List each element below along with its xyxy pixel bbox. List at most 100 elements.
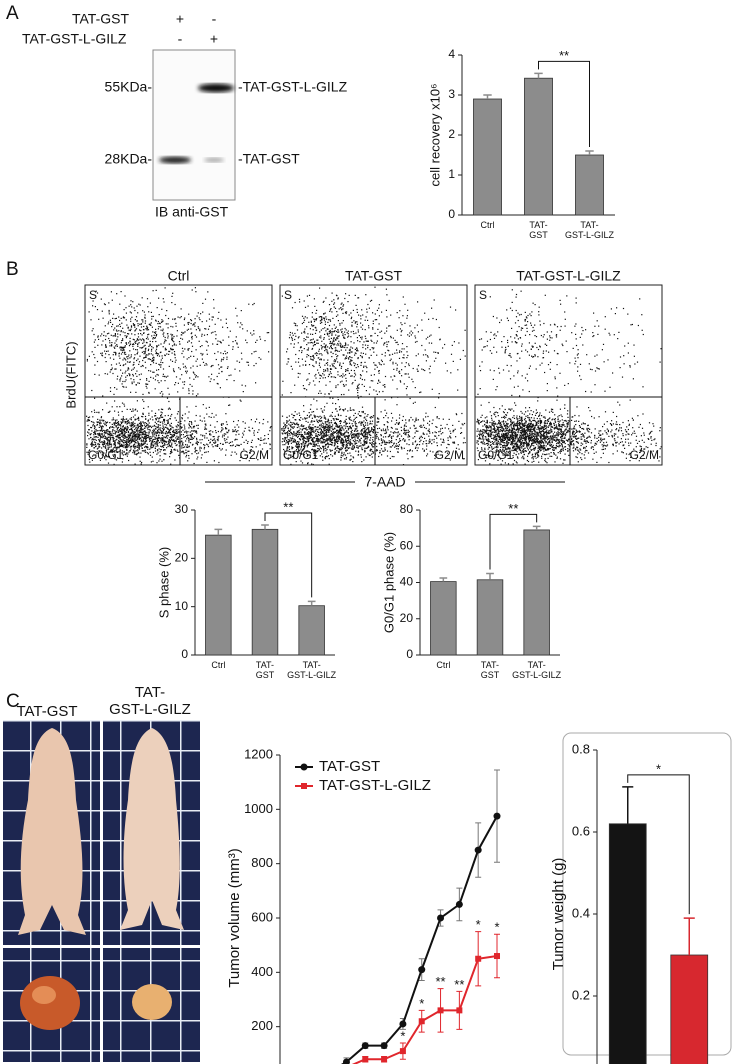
event-dot [321,340,323,342]
event-dot [337,361,339,363]
event-dot [212,331,214,333]
event-dot [152,446,154,448]
event-dot [207,446,210,448]
event-dot [313,365,315,368]
event-dot [384,443,386,445]
event-dot [358,411,360,413]
event-dot [123,434,125,436]
event-dot [433,351,435,353]
event-dot [104,421,107,423]
event-dot [333,376,335,378]
event-dot [355,450,357,452]
event-dot [257,459,259,461]
event-dot [132,364,134,366]
event-dot [409,325,411,327]
event-dot [171,352,173,354]
event-dot [87,435,89,437]
event-dot [167,445,169,448]
event-dot [119,443,121,445]
event-dot [161,357,163,359]
event-dot [137,418,139,420]
event-dot [388,442,390,444]
event-dot [210,416,212,418]
event-dot [359,355,362,357]
event-dot [194,318,196,320]
event-dot [330,420,332,422]
event-dot [319,450,322,452]
event-dot [86,360,88,362]
event-dot [362,410,364,413]
event-dot [330,368,332,370]
event-dot [126,436,128,438]
event-dot [138,447,140,449]
event-dot [310,358,312,360]
event-dot [120,427,122,429]
event-dot [143,341,145,343]
event-dot [289,440,291,442]
event-dot [405,362,407,364]
event-dot [339,422,341,425]
event-dot [164,349,166,351]
event-dot [162,427,164,429]
event-dot [158,435,160,437]
blot-caption: IB anti-GST [155,204,229,220]
event-dot [162,373,164,375]
event-dot [304,428,307,430]
event-dot [114,432,117,434]
event-dot [324,434,326,437]
event-dot [315,433,317,435]
event-dot [149,358,151,361]
event-dot [141,443,143,445]
event-dot [315,434,317,436]
event-dot [126,425,129,428]
event-dot [127,434,129,436]
event-dot [131,429,133,431]
event-dot [186,432,188,434]
event-dot [100,435,102,437]
event-dot [208,313,210,315]
event-dot [158,437,160,439]
event-dot [346,332,348,334]
event-dot [300,346,302,348]
event-dot [142,329,145,331]
event-dot [140,339,142,341]
event-dot [118,352,120,354]
event-dot [395,341,397,344]
event-dot [334,421,336,423]
event-dot [179,343,181,345]
event-dot [330,430,332,432]
event-dot [343,441,345,443]
event-dot [93,444,95,446]
event-dot [300,460,302,462]
event-dot [330,331,332,333]
event-dot [113,437,115,440]
event-dot [315,373,317,376]
event-dot [326,349,328,351]
event-dot [428,318,430,320]
event-dot [197,376,199,378]
event-dot [206,437,208,439]
event-dot [308,373,310,375]
event-dot [126,447,128,449]
event-dot [184,317,186,319]
event-dot [308,294,311,296]
event-dot [234,426,236,428]
event-dot [172,436,174,438]
event-dot [201,345,203,347]
event-dot [155,418,157,420]
event-dot [319,322,322,324]
event-dot [96,421,98,423]
event-dot [152,347,154,349]
event-dot [292,451,294,453]
event-dot [320,408,322,410]
event-dot [153,433,155,435]
event-dot [149,425,151,427]
event-dot [122,446,124,448]
event-dot [344,342,347,344]
event-dot [320,316,322,318]
event-dot [184,452,186,454]
event-dot [193,425,196,427]
event-dot [121,433,124,435]
